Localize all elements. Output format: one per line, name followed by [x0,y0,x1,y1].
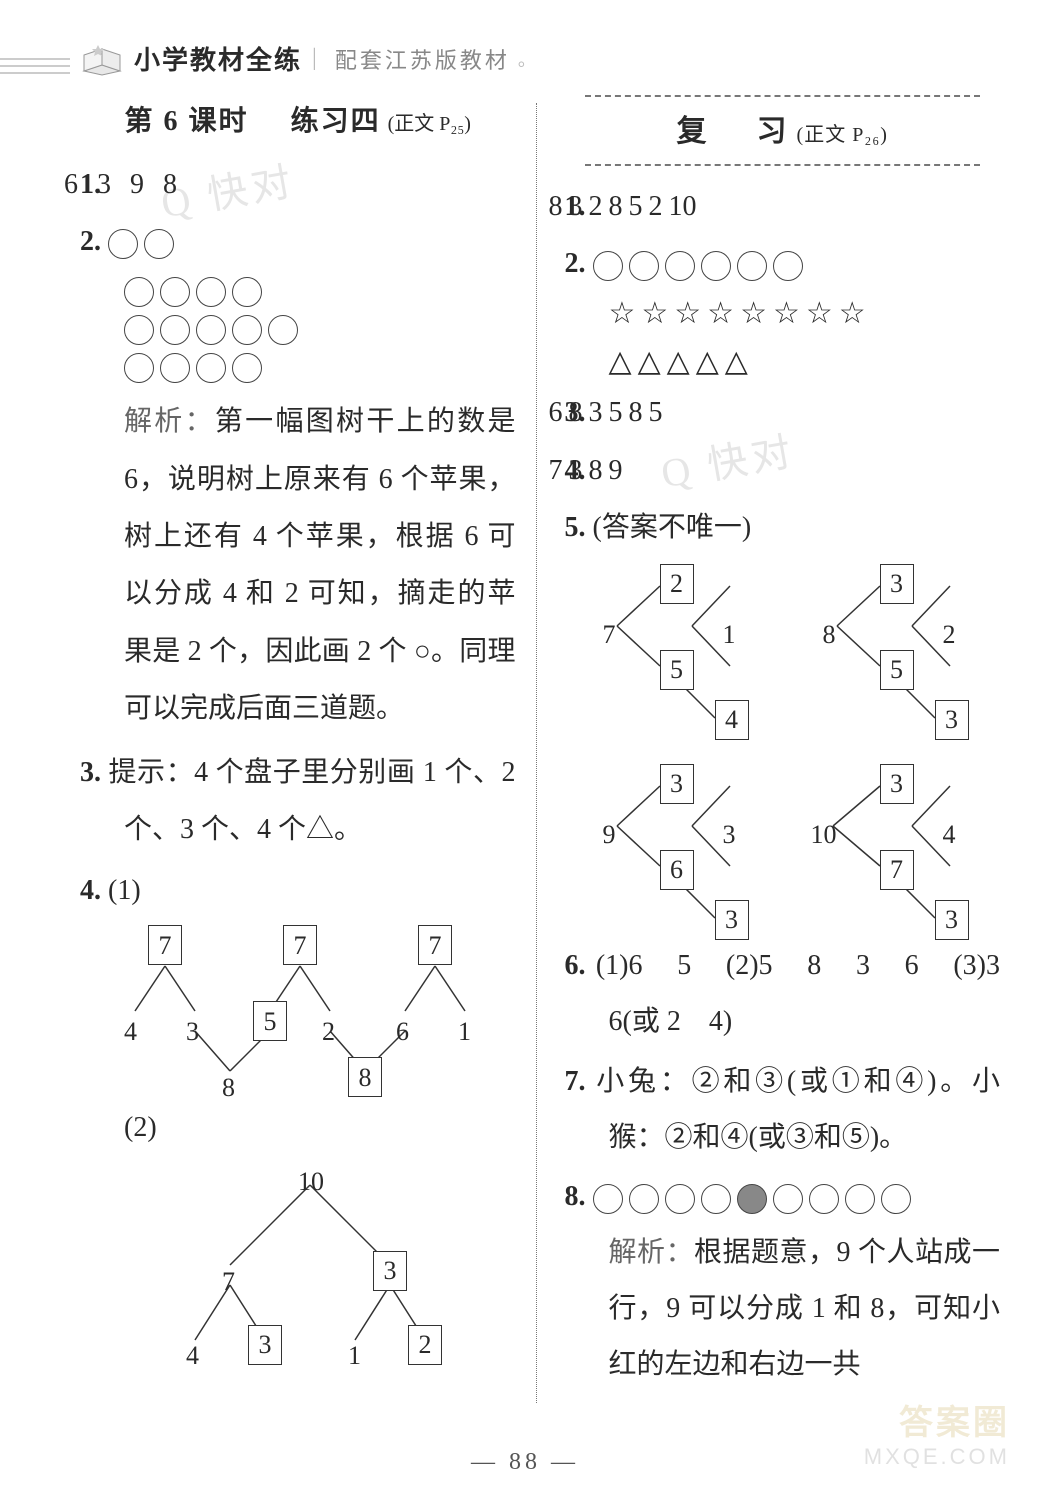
r-question-3: 3. 683585 [565,386,1001,439]
r-q8-circles [593,1181,917,1212]
right-column: 复 习(正文 P₂₆) 1. 83285210 2. ☆☆☆☆☆☆☆☆ △△△△… [537,95,1001,1415]
tree-box: 7 [283,925,317,965]
tree-label: 2 [322,1007,335,1056]
tree-label: 6 [396,1007,409,1056]
r-q5-note: (答案不唯一) [593,512,752,543]
tree-box: 5 [660,650,694,690]
tree-label: 2 [943,610,956,659]
r-q2-circles [593,248,809,279]
q-number: 6. [565,950,586,981]
tree-box: 3 [660,764,694,804]
tree-box: 8 [348,1057,382,1097]
q-number: 3. [80,757,101,788]
r-q2-stars: ☆☆☆☆☆☆☆☆ [609,290,1001,338]
section-title: 第 6 课时 练习四 (正文 P₂₅) [80,95,516,148]
q1-values: 6 3 9 8 [108,169,233,200]
r-q6-text: (1)6 5 (2)5 8 3 6 (3)3 6(或 2 4) [596,950,1028,1037]
watermark: 答案圈 MXQE.COM [864,1395,1010,1470]
tree-label: 1 [458,1007,471,1056]
explain-text: 第一幅图树干上的数是 6，说明树上原来有 6 个苹果，树上还有 4 个苹果，根据… [124,406,516,724]
header-dot: 。 [518,46,536,72]
question-2: 2. [80,215,516,268]
lesson-number: 第 6 课时 [125,106,249,137]
tree-label: 4 [124,1007,137,1056]
lesson-name: 练习四 [291,106,381,137]
r-q7-text: 小兔：②和③(或①和④)。小猴：②和④(或③和⑤)。 [596,1066,1000,1153]
q3-text: 提示：4 个盘子里分别画 1 个、2 个、3 个、4 个△。 [109,757,516,845]
tree-box: 2 [408,1325,442,1365]
r-question-8: 8. [565,1170,1001,1223]
tree-label: 9 [603,810,616,859]
explain-label: 解析： [124,406,215,437]
tree-box: 5 [880,650,914,690]
r-q5-trees: 7 2 1 5 4 8 3 2 5 3 9 3 3 6 3 10 3 4 [575,558,1001,938]
r-question-7: 7. 小兔：②和③(或①和④)。小猴：②和④(或③和⑤)。 [565,1054,1001,1166]
tree-box: 3 [880,564,914,604]
tree-box: 3 [935,700,969,740]
q4-part2-label: (2) [80,1101,516,1154]
question-4: 4. (1) [80,864,516,917]
tree-box: 7 [148,925,182,965]
q-number: 5. [565,512,586,543]
tree-box: 7 [418,925,452,965]
q-number: 2. [80,226,101,257]
review-title: 复 习(正文 P₂₆) [585,95,981,166]
q2-explanation: 解析：第一幅图树干上的数是 6，说明树上原来有 6 个苹果，树上还有 4 个苹果… [80,393,516,737]
q2-row [124,349,516,383]
r-question-6: 6. (1)6 5 (2)5 8 3 6 (3)3 6(或 2 4) [565,938,1001,1050]
r-q2-triangles: △△△△△ [609,338,1001,386]
tree-box: 4 [715,700,749,740]
r-q8-explanation: 解析：根据题意，9 个人站成一行，9 可以分成 1 和 8，可知小红的左边和右边… [565,1225,1001,1393]
tree-label: 1 [723,610,736,659]
question-1: 1. 6 3 9 8 [80,158,516,211]
explain-label: 解析： [609,1237,695,1268]
tree-box: 3 [880,764,914,804]
tree-box: 3 [373,1251,407,1291]
r-question-4: 4. 7389 [565,444,1001,497]
q4-tree2: 10 7 3 4 3 1 2 [150,1155,516,1365]
q-number: 4. [80,875,101,906]
header-title: 小学教材全练 [134,40,302,77]
book-icon [80,41,124,77]
r-question-5: 5. (答案不唯一) [565,501,1001,554]
page-header: 小学教材全练 | 配套江苏版教材 。 [80,40,1000,77]
q2-row [124,311,516,345]
header-subtitle: 配套江苏版教材 [335,43,510,75]
r-question-1: 1. 83285210 [565,180,1001,233]
tree-label: 10 [811,810,837,859]
tree-box: 3 [715,900,749,940]
r-q3-values: 683585 [593,397,713,428]
tree-label: 4 [943,810,956,859]
watermark-line1: 答案圈 [899,1395,1010,1444]
r-question-2: 2. [565,237,1001,290]
tree-label: 7 [603,610,616,659]
q-number: 7. [565,1066,586,1097]
tree-label: 10 [298,1157,324,1206]
r-q4-values: 7389 [593,455,673,486]
tree-box: 2 [660,564,694,604]
question-3: 3. 提示：4 个盘子里分别画 1 个、2 个、3 个、4 个△。 [80,744,516,859]
tree-label: 8 [222,1063,235,1112]
tree-label: 8 [823,610,836,659]
q2-row [124,273,516,307]
tree-box: 5 [253,1001,287,1041]
tree-label: 1 [348,1331,361,1380]
q4-part1-label: (1) [108,875,141,906]
tree-label: 3 [723,810,736,859]
lesson-ref: (正文 P₂₅) [388,113,471,135]
left-column: 第 6 课时 练习四 (正文 P₂₅) 1. 6 3 9 8 2. [80,95,536,1415]
tree-box: 3 [935,900,969,940]
tree-box: 3 [248,1325,282,1365]
q-number: 2. [565,248,586,279]
tree-label: 7 [222,1257,235,1306]
q-number: 8. [565,1181,586,1212]
tree-label: 3 [186,1007,199,1056]
q4-tree1: 7 7 7 4 3 5 2 6 1 8 8 [100,921,516,1101]
tree-box: 6 [660,850,694,890]
r-q1-values: 83285210 [593,191,733,222]
watermark-line2: MXQE.COM [864,1444,1010,1470]
q2-row [108,226,180,257]
tree-label: 4 [186,1331,199,1380]
tree-box: 7 [880,850,914,890]
